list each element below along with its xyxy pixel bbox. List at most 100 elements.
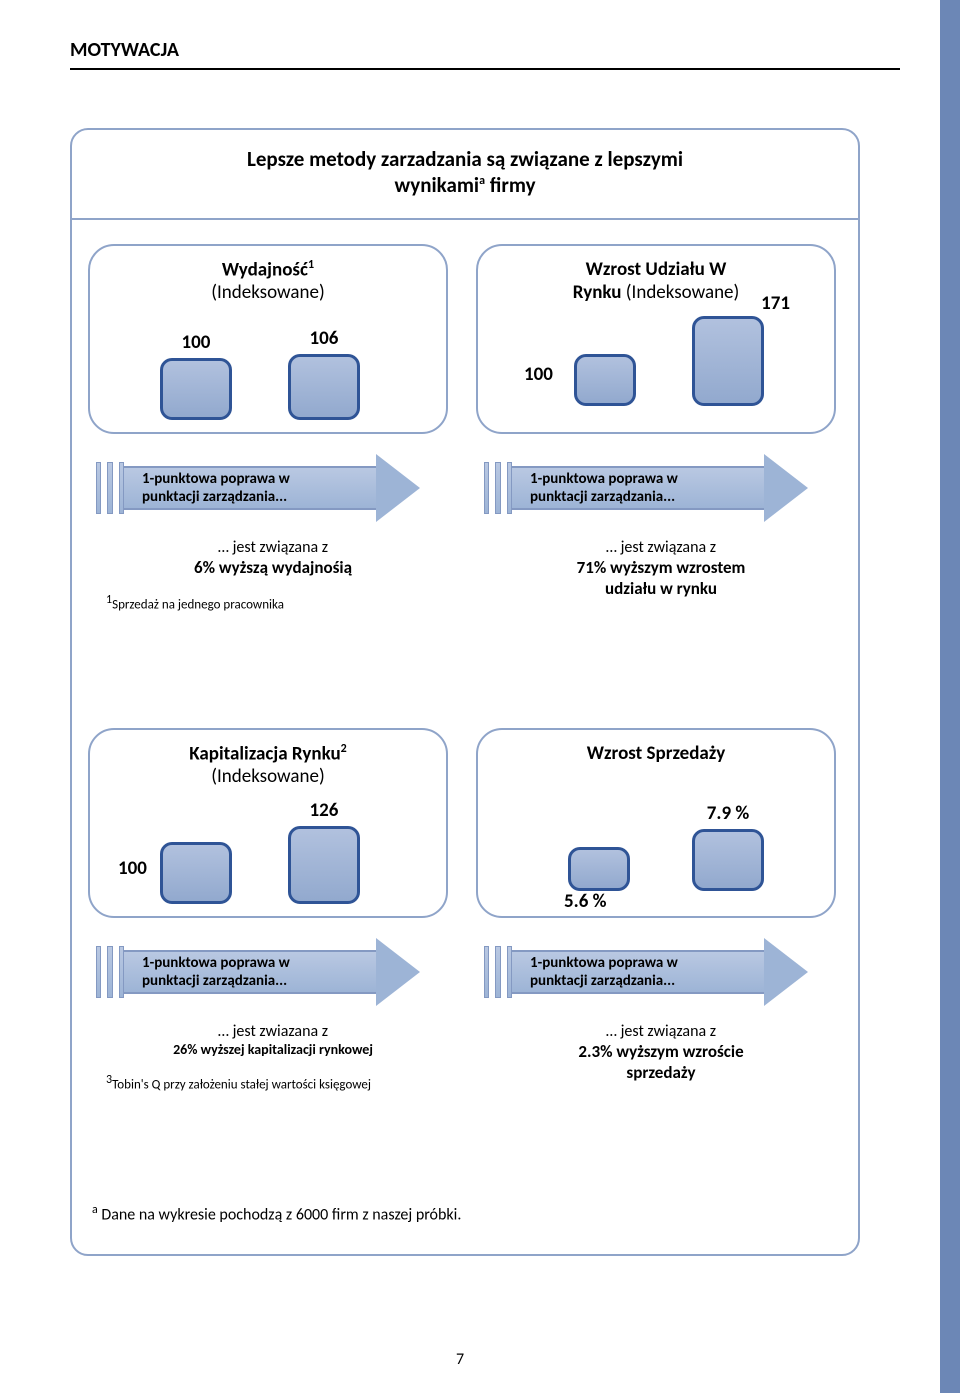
arrow-shape: 1-punktowa poprawa w punktacji zarządzan… bbox=[484, 460, 800, 516]
result-main: 71% wyższym wzrostem bbox=[476, 557, 846, 578]
metric-values: 100 126 bbox=[108, 794, 428, 904]
arrow-label: 1-punktowa poprawa w punktacji zarządzan… bbox=[530, 954, 678, 990]
metric-values: 5.6 % 7.9 % bbox=[496, 771, 816, 891]
cell-sales-growth: Wzrost Sprzedaży 5.6 % 7.9 % bbox=[476, 728, 846, 1188]
result-text: … jest związana z 71% wyższym wzrostem u… bbox=[476, 538, 846, 599]
value-box bbox=[692, 829, 764, 891]
arrow-label: 1-punktowa poprawa w punktacji zarządzan… bbox=[142, 470, 290, 506]
metric-title-text: Kapitalizacja Rynku bbox=[189, 742, 340, 765]
cell-footnote: 1Sprzedaż na jednego pracownika bbox=[88, 592, 458, 613]
header-underline bbox=[70, 68, 900, 70]
value-improved: 171 bbox=[692, 316, 764, 406]
value-label: 100 bbox=[524, 363, 553, 386]
value-label: 100 bbox=[118, 857, 147, 880]
footnote-text: Dane na wykresie pochodzą z 6000 firm z … bbox=[98, 1205, 462, 1224]
metric-card: Wzrost Udziału W Rynku (Indeksowane) 100… bbox=[476, 244, 836, 434]
arrow-label-line1: 1-punktowa poprawa w bbox=[142, 954, 290, 972]
arrow-shape: 1-punktowa poprawa w punktacji zarządzan… bbox=[96, 460, 412, 516]
metric-card: Wydajność1 (Indeksowane) 100 106 bbox=[88, 244, 448, 434]
result-text: … jest zwiazana z 26% wyższej kapitaliza… bbox=[88, 1022, 458, 1058]
value-box bbox=[288, 826, 360, 904]
arrow-tail-bars bbox=[484, 462, 512, 514]
page: MOTYWACJA Lepsze metody zarzadzania są z… bbox=[0, 0, 960, 1393]
arrow-area: 1-punktowa poprawa w punktacji zarządzan… bbox=[476, 944, 836, 1004]
arrow-head-icon bbox=[764, 938, 808, 1006]
metric-subtitle: (Indeksowane) bbox=[108, 765, 428, 788]
arrow-tail-bars bbox=[484, 946, 512, 998]
main-title-line1: Lepsze metody zarzadzania są związane z … bbox=[96, 146, 834, 172]
metric-title: Wzrost Udziału W bbox=[496, 258, 816, 281]
arrow-label-line1: 1-punktowa poprawa w bbox=[142, 470, 290, 488]
cell-market-cap: Kapitalizacja Rynku2 (Indeksowane) 100 1… bbox=[88, 728, 458, 1188]
value-label: 171 bbox=[761, 292, 790, 315]
page-title: MOTYWACJA bbox=[70, 38, 900, 62]
arrow-area: 1-punktowa poprawa w punktacji zarządzan… bbox=[88, 944, 448, 1004]
metric-title-text: Wydajność bbox=[222, 258, 308, 281]
cell-productivity: Wydajność1 (Indeksowane) 100 106 bbox=[88, 244, 458, 704]
main-title-prefix: wynikami bbox=[394, 172, 479, 198]
arrow-label-line2: punktacji zarządzania... bbox=[530, 488, 678, 506]
value-baseline: 100 bbox=[574, 354, 636, 406]
arrow-label-line2: punktacji zarządzania... bbox=[142, 488, 290, 506]
value-baseline: 5.6 % bbox=[568, 847, 630, 891]
main-panel: Lepsze metody zarzadzania są związane z … bbox=[70, 128, 860, 1256]
value-baseline: 100 bbox=[160, 331, 232, 420]
page-header: MOTYWACJA bbox=[70, 38, 900, 70]
value-box bbox=[574, 354, 636, 406]
value-baseline: 100 bbox=[160, 842, 232, 904]
result-sub: sprzedaży bbox=[476, 1062, 846, 1083]
value-label: 5.6 % bbox=[564, 890, 606, 913]
result-pre: … jest związana z bbox=[476, 1022, 846, 1041]
metric-title-sup: 2 bbox=[341, 742, 347, 756]
cell-market-share: Wzrost Udziału W Rynku (Indeksowane) 100… bbox=[476, 244, 846, 704]
arrow-tail-bars bbox=[96, 946, 124, 998]
metric-card: Kapitalizacja Rynku2 (Indeksowane) 100 1… bbox=[88, 728, 448, 918]
metric-title: Wydajność1 bbox=[108, 258, 428, 281]
chart-grid: Wydajność1 (Indeksowane) 100 106 bbox=[72, 226, 858, 1254]
arrow-label-line1: 1-punktowa poprawa w bbox=[530, 470, 678, 488]
arrow-area: 1-punktowa poprawa w punktacji zarządzan… bbox=[88, 460, 448, 520]
footnote-text: Tobin's Q przy założeniu stałej wartości… bbox=[112, 1077, 371, 1092]
arrow-head-icon bbox=[376, 454, 420, 522]
result-text: … jest związana z 6% wyższą wydajnośią bbox=[88, 538, 458, 578]
metric-title-sup: 1 bbox=[308, 258, 314, 272]
result-main: 2.3% wyższym wzroście bbox=[476, 1041, 846, 1062]
metric-sub-plain: (Indeksowane) bbox=[622, 281, 740, 304]
value-label: 126 bbox=[288, 799, 360, 822]
footnote-text: Sprzedaż na jednego pracownika bbox=[112, 597, 284, 612]
result-pre: … jest związana z bbox=[476, 538, 846, 557]
main-title-suffix: firmy bbox=[485, 172, 536, 198]
arrow-shape: 1-punktowa poprawa w punktacji zarządzan… bbox=[96, 944, 412, 1000]
result-main: 26% wyższej kapitalizacji rynkowej bbox=[88, 1041, 458, 1058]
metric-values: 100 106 bbox=[108, 310, 428, 420]
arrow-label: 1-punktowa poprawa w punktacji zarządzan… bbox=[530, 470, 678, 506]
result-text: … jest związana z 2.3% wyższym wzroście … bbox=[476, 1022, 846, 1083]
value-label: 7.9 % bbox=[692, 802, 764, 825]
panel-footnote: a Dane na wykresie pochodzą z 6000 firm … bbox=[92, 1203, 461, 1224]
arrow-label-line2: punktacji zarządzania... bbox=[142, 972, 290, 990]
value-box bbox=[160, 842, 232, 904]
metric-values: 100 171 bbox=[496, 310, 816, 406]
value-box bbox=[568, 847, 630, 891]
arrow-shape: 1-punktowa poprawa w punktacji zarządzan… bbox=[484, 944, 800, 1000]
value-improved: 7.9 % bbox=[692, 802, 764, 891]
result-pre: … jest zwiazana z bbox=[88, 1022, 458, 1041]
metric-card: Wzrost Sprzedaży 5.6 % 7.9 % bbox=[476, 728, 836, 918]
arrow-area: 1-punktowa poprawa w punktacji zarządzan… bbox=[476, 460, 836, 520]
main-title-box: Lepsze metody zarzadzania są związane z … bbox=[72, 130, 858, 220]
metric-title: Wzrost Sprzedaży bbox=[496, 742, 816, 765]
arrow-head-icon bbox=[764, 454, 808, 522]
value-improved: 126 bbox=[288, 799, 360, 904]
value-box bbox=[160, 358, 232, 420]
metric-sub-bold: Rynku bbox=[573, 281, 622, 304]
metric-subtitle: (Indeksowane) bbox=[108, 281, 428, 304]
arrow-head-icon bbox=[376, 938, 420, 1006]
result-sub: udziału w rynku bbox=[476, 578, 846, 599]
value-label: 106 bbox=[288, 327, 360, 350]
page-number: 7 bbox=[0, 1350, 920, 1369]
value-box bbox=[692, 316, 764, 406]
value-improved: 106 bbox=[288, 327, 360, 420]
cell-footnote: 3Tobin's Q przy założeniu stałej wartośc… bbox=[88, 1072, 458, 1093]
value-box bbox=[288, 354, 360, 420]
value-label: 100 bbox=[160, 331, 232, 354]
